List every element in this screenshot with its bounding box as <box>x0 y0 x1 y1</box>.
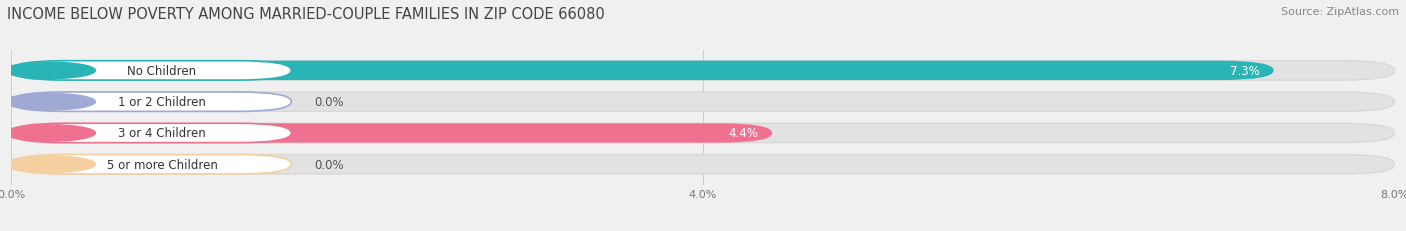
Text: 4.4%: 4.4% <box>728 127 758 140</box>
FancyBboxPatch shape <box>11 124 1395 143</box>
FancyBboxPatch shape <box>11 124 291 143</box>
Circle shape <box>4 94 96 110</box>
Text: Source: ZipAtlas.com: Source: ZipAtlas.com <box>1281 7 1399 17</box>
Text: 0.0%: 0.0% <box>314 96 343 109</box>
Text: 1 or 2 Children: 1 or 2 Children <box>118 96 207 109</box>
Text: 3 or 4 Children: 3 or 4 Children <box>118 127 205 140</box>
Text: 0.0%: 0.0% <box>314 158 343 171</box>
Text: 5 or more Children: 5 or more Children <box>107 158 218 171</box>
Circle shape <box>4 125 96 142</box>
FancyBboxPatch shape <box>11 155 291 174</box>
Circle shape <box>4 63 96 79</box>
Text: 7.3%: 7.3% <box>1230 65 1260 78</box>
Text: No Children: No Children <box>128 65 197 78</box>
FancyBboxPatch shape <box>11 93 291 112</box>
Circle shape <box>4 156 96 173</box>
FancyBboxPatch shape <box>11 124 772 143</box>
FancyBboxPatch shape <box>11 93 1395 112</box>
Text: INCOME BELOW POVERTY AMONG MARRIED-COUPLE FAMILIES IN ZIP CODE 66080: INCOME BELOW POVERTY AMONG MARRIED-COUPL… <box>7 7 605 22</box>
FancyBboxPatch shape <box>11 61 1274 81</box>
FancyBboxPatch shape <box>11 155 1395 174</box>
FancyBboxPatch shape <box>11 61 1395 81</box>
FancyBboxPatch shape <box>11 61 291 81</box>
